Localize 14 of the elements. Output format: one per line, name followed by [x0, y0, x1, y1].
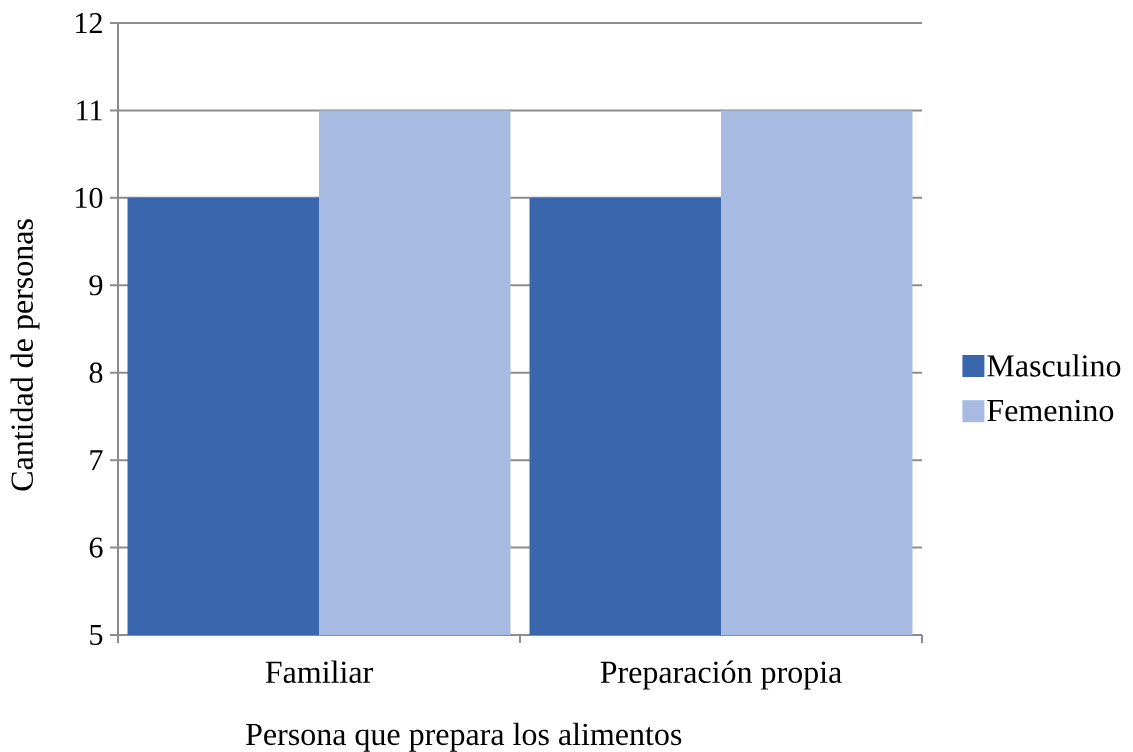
y-tick-label: 7 — [90, 450, 103, 470]
y-tick-label: 10 — [76, 187, 103, 208]
x-tick-label: Familiar — [265, 660, 373, 684]
y-axis-title: Cantidad de personas — [10, 219, 40, 491]
y-tick-label: 11 — [77, 100, 102, 121]
y-tick-label: 8 — [89, 362, 103, 383]
legend-label: Femenino — [987, 399, 1114, 422]
legend-label: Masculino — [987, 354, 1121, 377]
y-tick-label: 5 — [90, 625, 103, 645]
y-tick-label: 9 — [89, 275, 103, 296]
y-tick-label: 12 — [76, 13, 102, 33]
x-tick-label: Preparación propia — [600, 660, 842, 690]
x-axis-title: Persona que prepara los alimentos — [246, 722, 682, 752]
y-tick-label: 6 — [89, 537, 103, 558]
